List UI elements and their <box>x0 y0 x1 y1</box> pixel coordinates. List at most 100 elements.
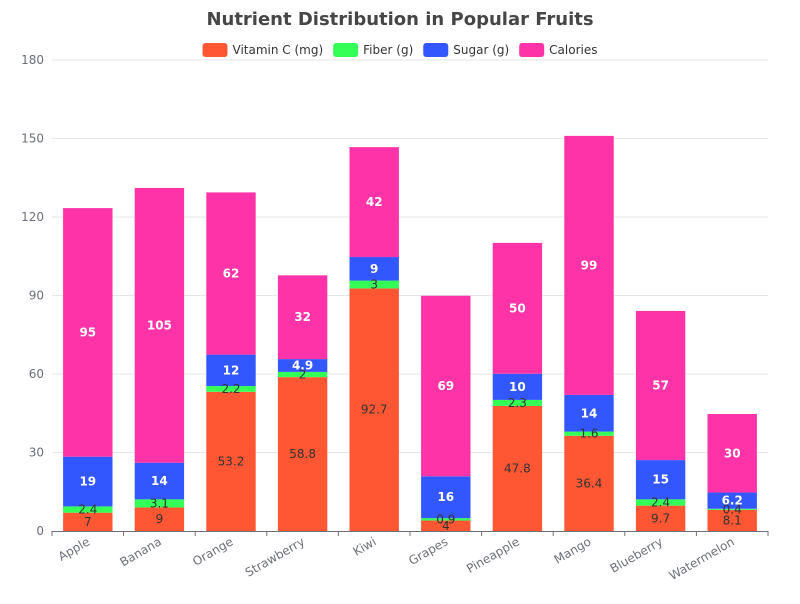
data-label-strawberry-vitamin-c-mg: 58.8 <box>289 447 316 461</box>
legend-item-vitamin-c-mg[interactable]: Vitamin C (mg) <box>202 43 324 57</box>
data-label-mango-calories: 99 <box>581 258 598 272</box>
data-label-orange-vitamin-c-mg: 53.2 <box>218 454 245 468</box>
legend-label: Sugar (g) <box>453 43 509 57</box>
data-label-grapes-sugar-g: 16 <box>437 490 454 504</box>
bar-mango-calories[interactable] <box>564 135 614 395</box>
y-tick-label: 180 <box>21 53 44 67</box>
legend-item-fiber-g[interactable]: Fiber (g) <box>333 43 413 57</box>
data-label-mango-fiber-g: 1.6 <box>579 427 598 441</box>
data-label-banana-vitamin-c-mg: 9 <box>156 512 164 526</box>
data-label-banana-calories: 105 <box>147 318 172 332</box>
data-label-kiwi-sugar-g: 9 <box>370 262 378 276</box>
y-tick-label: 0 <box>36 524 44 538</box>
bar-strawberry-sugar-g[interactable] <box>277 359 328 372</box>
bar-orange-vitamin-c-mg[interactable] <box>206 391 256 531</box>
data-label-mango-vitamin-c-mg: 36.4 <box>576 476 603 490</box>
bar-kiwi-vitamin-c-mg[interactable] <box>349 288 399 531</box>
legend-swatch <box>333 43 359 57</box>
data-label-strawberry-calories: 32 <box>294 310 311 324</box>
data-label-watermelon-vitamin-c-mg: 8.1 <box>723 513 742 527</box>
x-tick-label-orange: Orange <box>190 534 235 568</box>
data-labels: 72.4199593.11410553.22.2126258.824.93292… <box>78 195 743 533</box>
legend-label: Vitamin C (mg) <box>233 43 324 57</box>
bar-banana-vitamin-c-mg[interactable] <box>134 507 185 531</box>
data-label-banana-fiber-g: 3.1 <box>150 496 169 510</box>
bar-banana-sugar-g[interactable] <box>134 462 185 500</box>
bar-kiwi-fiber-g[interactable] <box>349 280 399 289</box>
bar-strawberry-fiber-g[interactable] <box>277 371 328 378</box>
x-tick-label-banana: Banana <box>117 534 163 569</box>
bar-pineapple-fiber-g[interactable] <box>492 399 543 406</box>
data-label-strawberry-sugar-g: 4.9 <box>292 358 313 372</box>
legend-swatch <box>202 43 228 57</box>
bars <box>63 135 757 531</box>
bar-pineapple-calories[interactable] <box>492 242 543 374</box>
data-label-blueberry-calories: 57 <box>652 379 669 393</box>
x-tick-label-apple: Apple <box>56 534 93 563</box>
data-label-kiwi-vitamin-c-mg: 92.7 <box>361 403 388 417</box>
bar-watermelon-sugar-g[interactable] <box>707 492 757 509</box>
data-label-orange-fiber-g: 2.2 <box>221 382 240 396</box>
bar-apple-calories[interactable] <box>63 208 113 457</box>
data-label-pineapple-vitamin-c-mg: 47.8 <box>504 461 531 475</box>
bar-strawberry-vitamin-c-mg[interactable] <box>277 377 328 531</box>
data-label-apple-vitamin-c-mg: 7 <box>84 515 92 529</box>
bar-kiwi-sugar-g[interactable] <box>349 257 399 281</box>
bar-grapes-sugar-g[interactable] <box>421 476 471 519</box>
bar-orange-calories[interactable] <box>206 192 256 355</box>
data-label-apple-calories: 95 <box>79 325 96 339</box>
legend-item-sugar-g[interactable]: Sugar (g) <box>423 43 509 57</box>
data-label-apple-fiber-g: 2.4 <box>78 503 97 517</box>
data-label-pineapple-sugar-g: 10 <box>509 380 526 394</box>
bar-banana-calories[interactable] <box>134 187 185 463</box>
bar-grapes-calories[interactable] <box>421 295 471 477</box>
x-tick-label-watermelon: Watermelon <box>667 534 737 582</box>
data-label-watermelon-fiber-g: 0.4 <box>723 502 742 516</box>
bar-watermelon-calories[interactable] <box>707 414 757 493</box>
bar-watermelon-fiber-g[interactable] <box>707 508 757 510</box>
bar-kiwi-calories[interactable] <box>349 147 399 258</box>
bar-mango-vitamin-c-mg[interactable] <box>564 435 614 531</box>
bar-strawberry-calories[interactable] <box>277 275 328 360</box>
data-label-grapes-vitamin-c-mg: 4 <box>442 519 450 533</box>
bar-orange-sugar-g[interactable] <box>206 354 256 387</box>
bar-orange-fiber-g[interactable] <box>206 386 256 392</box>
bar-blueberry-vitamin-c-mg[interactable] <box>635 505 686 531</box>
legend-swatch <box>519 43 545 57</box>
y-tick-label: 30 <box>29 446 44 460</box>
data-label-orange-calories: 62 <box>223 267 240 281</box>
data-label-pineapple-calories: 50 <box>509 301 526 315</box>
legend-item-calories[interactable]: Calories <box>519 43 597 57</box>
bar-apple-fiber-g[interactable] <box>63 506 113 513</box>
bar-banana-fiber-g[interactable] <box>134 499 185 508</box>
data-label-blueberry-fiber-g: 2.4 <box>651 495 670 509</box>
data-label-banana-sugar-g: 14 <box>151 474 168 488</box>
bar-blueberry-fiber-g[interactable] <box>635 499 686 506</box>
bar-pineapple-vitamin-c-mg[interactable] <box>492 405 543 531</box>
data-label-apple-sugar-g: 19 <box>79 475 96 489</box>
legend-swatch <box>423 43 449 57</box>
y-tick-label: 60 <box>29 367 44 381</box>
y-tick-label: 120 <box>21 210 44 224</box>
bar-pineapple-sugar-g[interactable] <box>492 373 543 400</box>
data-label-watermelon-calories: 30 <box>724 446 741 460</box>
legend-label: Calories <box>549 43 597 57</box>
bar-mango-fiber-g[interactable] <box>564 431 614 436</box>
legend[interactable]: Vitamin C (mg) Fiber (g) Sugar (g) Calories <box>202 43 598 57</box>
x-tick-label-blueberry: Blueberry <box>608 534 666 575</box>
bar-mango-sugar-g[interactable] <box>564 394 614 432</box>
data-label-strawberry-fiber-g: 2 <box>299 368 307 382</box>
x-tick-label-strawberry: Strawberry <box>243 534 307 579</box>
chart-title: Nutrient Distribution in Popular Fruits <box>206 9 594 30</box>
bar-blueberry-calories[interactable] <box>635 310 686 461</box>
data-label-kiwi-calories: 42 <box>366 195 383 209</box>
bar-grapes-vitamin-c-mg[interactable] <box>421 520 471 531</box>
data-label-pineapple-fiber-g: 2.3 <box>508 396 527 410</box>
bar-blueberry-sugar-g[interactable] <box>635 460 686 500</box>
data-label-grapes-fiber-g: 0.9 <box>436 512 455 526</box>
bar-apple-sugar-g[interactable] <box>63 456 113 507</box>
bar-apple-vitamin-c-mg[interactable] <box>63 512 113 531</box>
data-label-orange-sugar-g: 12 <box>223 363 240 377</box>
bar-watermelon-vitamin-c-mg[interactable] <box>707 509 757 531</box>
bar-grapes-fiber-g[interactable] <box>421 518 471 521</box>
